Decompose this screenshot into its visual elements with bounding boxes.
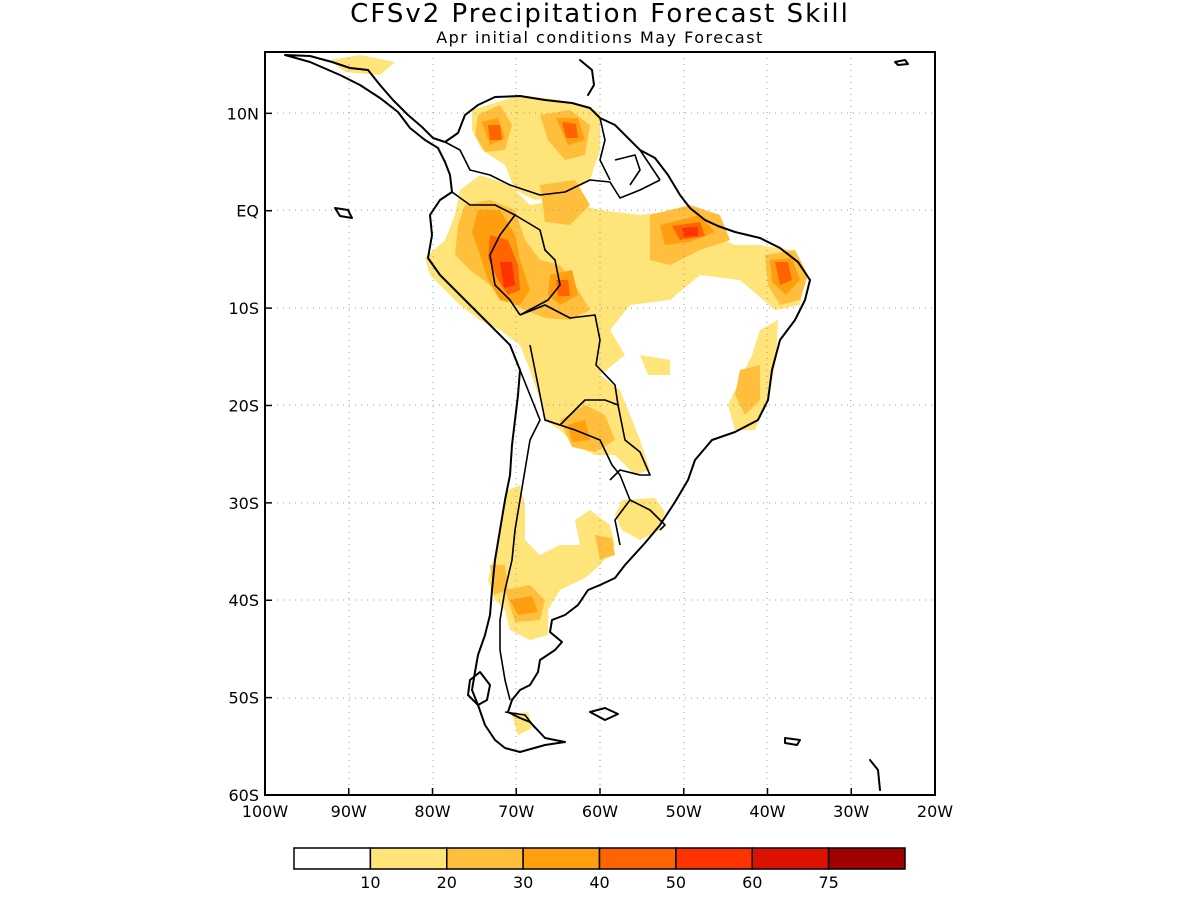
longitude-axis: 100W 90W 80W 70W 60W 50W 40W 30W 20W — [242, 788, 953, 821]
colorbar-label: 50 — [666, 873, 686, 892]
latitude-axis: 10N EQ 10S 20S 30S 40S 50S 60S — [227, 104, 272, 805]
colorbar-swatch — [446, 847, 524, 870]
colorbar-label: 40 — [589, 873, 609, 892]
colorbar-label: 60 — [742, 873, 762, 892]
colorbar-label: 30 — [513, 873, 533, 892]
lat-label: 30S — [228, 494, 259, 513]
lon-label: 30W — [833, 802, 869, 821]
map-subtitle: Apr initial conditions May Forecast — [436, 28, 764, 47]
lat-label: 50S — [228, 689, 259, 708]
map-area — [265, 52, 935, 795]
colorbar: 10 20 30 40 50 60 75 — [293, 847, 906, 892]
colorbar-swatch — [598, 847, 677, 870]
map-title: CFSv2 Precipitation Forecast Skill — [350, 0, 850, 29]
lat-label: 10S — [228, 299, 259, 318]
coastlines — [284, 54, 909, 791]
lon-label: 60W — [582, 802, 618, 821]
lon-label: 70W — [498, 802, 534, 821]
lat-label: 60S — [228, 786, 259, 805]
gridlines — [265, 52, 935, 795]
colorbar-swatch — [675, 847, 753, 870]
colorbar-label: 10 — [360, 873, 380, 892]
lon-label: 50W — [666, 802, 702, 821]
lat-label: 10N — [227, 104, 259, 123]
lon-label: 100W — [242, 802, 289, 821]
lon-label: 40W — [749, 802, 785, 821]
lat-label: EQ — [236, 202, 259, 221]
skill-shading — [330, 55, 808, 735]
lat-label: 40S — [228, 591, 259, 610]
lat-label: 20S — [228, 396, 259, 415]
colorbar-swatch — [369, 847, 448, 870]
lon-label: 90W — [331, 802, 367, 821]
colorbar-swatch — [522, 847, 601, 870]
colorbar-label: 75 — [818, 873, 838, 892]
lon-label: 20W — [917, 802, 953, 821]
colorbar-swatch — [751, 847, 830, 870]
country-borders — [444, 117, 666, 729]
colorbar-label: 20 — [437, 873, 457, 892]
colorbar-swatch — [293, 847, 372, 870]
lon-label: 80W — [414, 802, 450, 821]
colorbar-swatch — [827, 847, 906, 870]
